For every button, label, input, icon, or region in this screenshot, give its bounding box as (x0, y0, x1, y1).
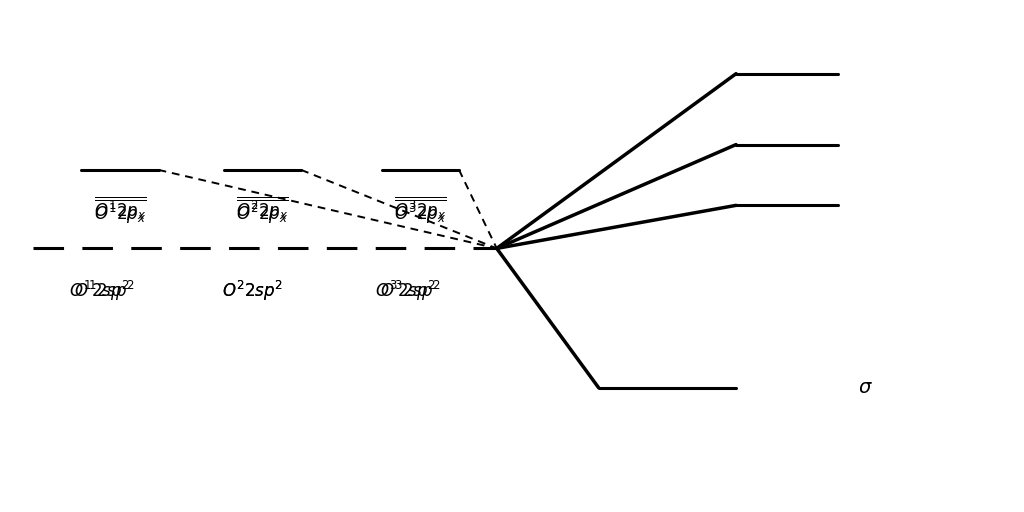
Text: $\overline{O^12p_x}$: $\overline{O^12p_x}$ (93, 195, 146, 223)
Text: $\overline{O^{1}2p_x}$: $\overline{O^{1}2p_x}$ (93, 198, 146, 226)
Text: $O^32sp^2$: $O^32sp^2$ (380, 279, 440, 303)
Text: $O^{1}2sp^{2}$: $O^{1}2sp^{2}$ (69, 279, 130, 303)
Text: $\overline{O^32p_x}$: $\overline{O^32p_x}$ (394, 195, 446, 223)
Text: $\overline{O^{3}2p_x}$: $\overline{O^{3}2p_x}$ (394, 198, 446, 226)
Text: $\overline{O^22p_x}$: $\overline{O^22p_x}$ (237, 195, 289, 223)
Text: $O^{2}2sp^{2}$: $O^{2}2sp^{2}$ (222, 279, 283, 303)
Text: $O^12sp^2$: $O^12sp^2$ (74, 279, 135, 303)
Text: $\sigma$: $\sigma$ (858, 378, 873, 397)
Text: $O^22sp^2$: $O^22sp^2$ (222, 279, 283, 303)
Text: $\overline{O^{2}2p_x}$: $\overline{O^{2}2p_x}$ (237, 198, 289, 226)
Text: $O^{3}2sp^{2}$: $O^{3}2sp^{2}$ (375, 279, 435, 303)
